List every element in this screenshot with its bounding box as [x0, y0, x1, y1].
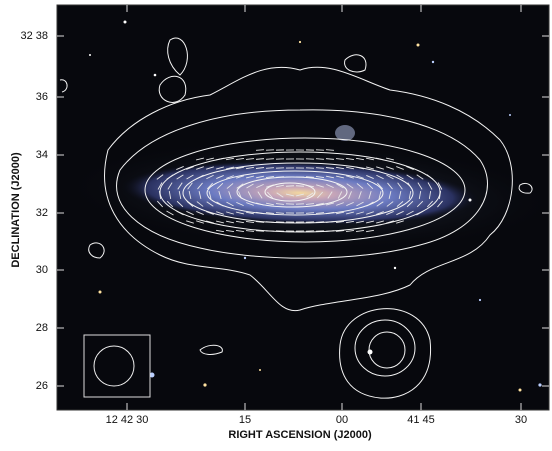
y-tick-label: 30 [36, 264, 48, 276]
polarization-vector [326, 150, 334, 151]
star [203, 383, 206, 386]
star [368, 350, 373, 355]
x-tick-label: 30 [515, 414, 527, 426]
star [417, 44, 420, 47]
star [538, 383, 541, 386]
y-tick-label: 36 [36, 91, 48, 103]
x-tick-label: 00 [336, 414, 348, 426]
y-tick-label: 32 [36, 207, 48, 219]
polarization-vector [306, 213, 314, 214]
star [299, 41, 301, 43]
polarization-vector [316, 159, 324, 160]
y-tick-label: 26 [36, 380, 48, 392]
y-tick-label: 32 38 [20, 30, 48, 42]
polarization-vector [296, 186, 304, 187]
star [99, 291, 102, 294]
polarization-vector [266, 159, 274, 160]
star [479, 299, 481, 301]
star [509, 114, 511, 116]
y-tick-label: 28 [36, 322, 48, 334]
x-tick-label: 41 45 [407, 414, 435, 426]
star [124, 21, 127, 24]
star [154, 74, 157, 77]
star [244, 257, 246, 259]
x-tick-label: 12 42 30 [106, 414, 149, 426]
x-axis-title: RIGHT ASCENSION (J2000) [228, 429, 372, 441]
star [259, 369, 261, 371]
y-axis-title: DECLINATION (J2000) [10, 152, 22, 268]
star [469, 199, 472, 202]
star [89, 54, 91, 56]
star [394, 267, 396, 269]
y-tick-label: 34 [36, 149, 48, 161]
polarization-vector [276, 213, 284, 214]
polarization-vector [256, 150, 264, 151]
star [519, 389, 522, 392]
x-tick-label: 15 [239, 414, 251, 426]
polarization-vector [286, 186, 294, 187]
star [432, 61, 434, 63]
